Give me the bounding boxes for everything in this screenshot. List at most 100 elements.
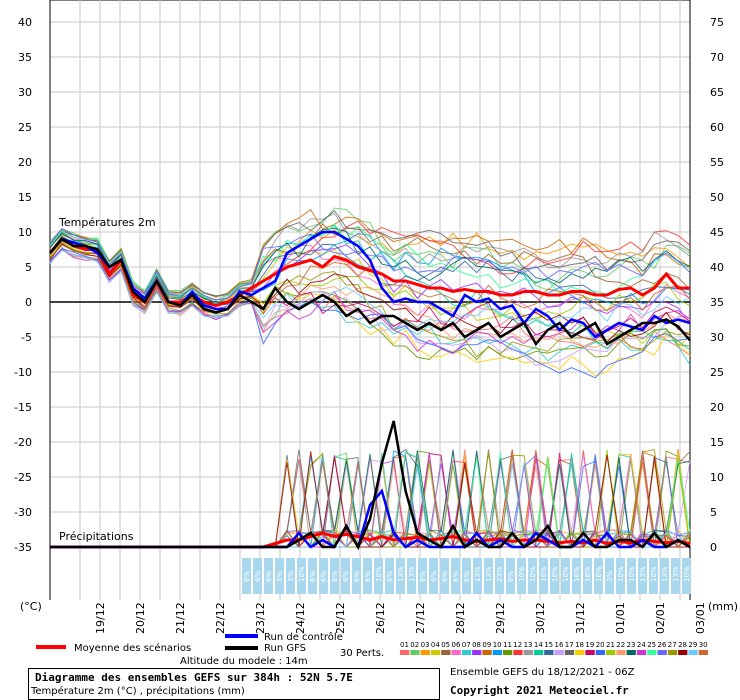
- perturbation-code: 21: [606, 641, 615, 649]
- snow-cell: [583, 558, 592, 594]
- precip-tick-label: 75: [710, 16, 724, 29]
- snow-cell: [440, 558, 449, 594]
- legend-control-label: Run de contrôle: [264, 631, 343, 643]
- perturbation-code: 25: [647, 641, 656, 649]
- temp-tick-label: 40: [18, 16, 32, 29]
- snow-cell: [341, 558, 350, 594]
- date-label: 23/12: [254, 602, 267, 634]
- date-label: 02/01: [654, 602, 667, 634]
- temp-axis-ticks: 40 35 30 25 20 15 10 5 0 -5 -10 -15 -20 -25 -30 -35: [14, 16, 32, 554]
- perturbation-color-swatch: [420, 650, 430, 655]
- perturbations-label: 30 Perts.: [340, 648, 384, 659]
- snow-cell: [374, 558, 383, 594]
- snow-probability-label: 6%: [419, 571, 427, 582]
- snow-cell: [286, 558, 295, 594]
- snow-cell: [407, 558, 416, 594]
- temp-tick-label: 5: [25, 261, 32, 274]
- temp-tick-label: 35: [18, 51, 32, 64]
- precip-tick-label: 50: [710, 191, 724, 204]
- perturbation-code: 29: [688, 641, 697, 649]
- perturbation-color-swatch: [554, 650, 564, 655]
- snow-probability-label: 10%: [518, 566, 526, 582]
- perturbation-code: 23: [627, 641, 636, 649]
- snow-probability-label: 6%: [463, 571, 471, 582]
- snow-cell: [594, 558, 603, 594]
- snow-probability-label: 13%: [474, 566, 482, 582]
- snow-cell: [539, 558, 548, 594]
- perturbation-color-swatch: [698, 650, 708, 655]
- date-label: 29/12: [494, 602, 507, 634]
- snow-cell: [462, 558, 471, 594]
- perturbation-code: 10: [493, 641, 502, 649]
- precip-tick-label: 20: [710, 401, 724, 414]
- temp-tick-label: 25: [18, 121, 32, 134]
- snow-probability-label: 3%: [276, 571, 284, 582]
- perturbation-code: 17: [565, 641, 574, 649]
- snow-cell: [649, 558, 658, 594]
- snow-cell: [605, 558, 614, 594]
- temp-tick-label: -25: [14, 471, 32, 484]
- precip-tick-label: 65: [710, 86, 724, 99]
- date-label: 01/01: [614, 602, 627, 634]
- perturbation-color-swatch: [472, 650, 482, 655]
- snow-probability-label: 6%: [364, 571, 372, 582]
- perturbation-temp-line: [49, 249, 691, 330]
- date-label: 25/12: [334, 602, 347, 634]
- snow-probability-label: 13%: [408, 566, 416, 582]
- snow-probability-label: 6%: [265, 571, 273, 582]
- snow-cell: [495, 558, 504, 594]
- snow-probability-label: 13%: [661, 566, 669, 582]
- perturbation-color-swatch: [482, 650, 492, 655]
- date-label: 24/12: [294, 602, 307, 634]
- perturbation-code: 27: [668, 641, 677, 649]
- date-label: 31/12: [574, 602, 587, 634]
- date-label: 27/12: [414, 602, 427, 634]
- perturbation-code: 22: [616, 641, 625, 649]
- precip-tick-label: 45: [710, 226, 724, 239]
- date-label: 22/12: [214, 602, 227, 634]
- snow-probability-label: 6%: [507, 571, 515, 582]
- snow-probability-label: 10%: [529, 566, 537, 582]
- snow-cell: [671, 558, 680, 594]
- perturbation-color-swatch: [533, 650, 544, 655]
- perturbation-code: 03: [421, 641, 430, 649]
- date-label: 26/12: [374, 602, 387, 634]
- snow-probability-label: 6%: [243, 571, 251, 582]
- perturbation-color-swatch: [616, 650, 626, 655]
- snow-probability-label: 10%: [375, 566, 383, 582]
- snow-probability-label: 6%: [320, 571, 328, 582]
- perturbation-color-swatch: [606, 650, 616, 655]
- date-label: 20/12: [134, 602, 147, 634]
- perturbation-code: 02: [410, 641, 419, 649]
- precip-tick-label: 5: [710, 506, 717, 519]
- perturbation-code: 13: [524, 641, 533, 649]
- perturbation-color-swatch: [585, 650, 595, 655]
- perturbation-color-swatch: [667, 650, 678, 655]
- perturbation-code: 09: [482, 641, 491, 649]
- legend-mean-label: Moyenne des scénarios: [74, 642, 191, 654]
- temp-tick-label: 20: [18, 156, 32, 169]
- perturbation-color-swatch: [523, 650, 533, 655]
- perturbation-code: 26: [658, 641, 667, 649]
- snow-cell: [352, 558, 361, 594]
- snow-cell: [627, 558, 636, 594]
- temp-tick-label: -30: [14, 506, 32, 519]
- temp-tick-label: -10: [14, 366, 32, 379]
- date-label: 03/01: [694, 602, 707, 634]
- perturbation-color-swatch: [626, 650, 636, 655]
- perturbation-color-swatch: [575, 650, 585, 655]
- precip-tick-label: 0: [710, 541, 717, 554]
- precip-tick-label: 70: [710, 51, 724, 64]
- snow-probability-label: 13%: [672, 566, 680, 582]
- precip-tick-label: 30: [710, 331, 724, 344]
- snow-probability-label: 16%: [551, 566, 559, 582]
- snow-cell: [638, 558, 647, 594]
- chart-subtitle: Température 2m (°C) , précipitations (mm…: [31, 686, 245, 697]
- perturbations-legend: 01 02 03 04 05 06 07 08 09 10 11 12 13 14 15 16 17 18 19 20…: [400, 641, 708, 655]
- snow-probability-label: 6%: [331, 571, 339, 582]
- snow-cell: [429, 558, 438, 594]
- perturbation-code: 30: [699, 641, 708, 649]
- perturbation-color-swatch: [492, 650, 502, 655]
- perturbation-color-swatch: [678, 650, 688, 655]
- perturbation-color-swatch: [564, 650, 575, 655]
